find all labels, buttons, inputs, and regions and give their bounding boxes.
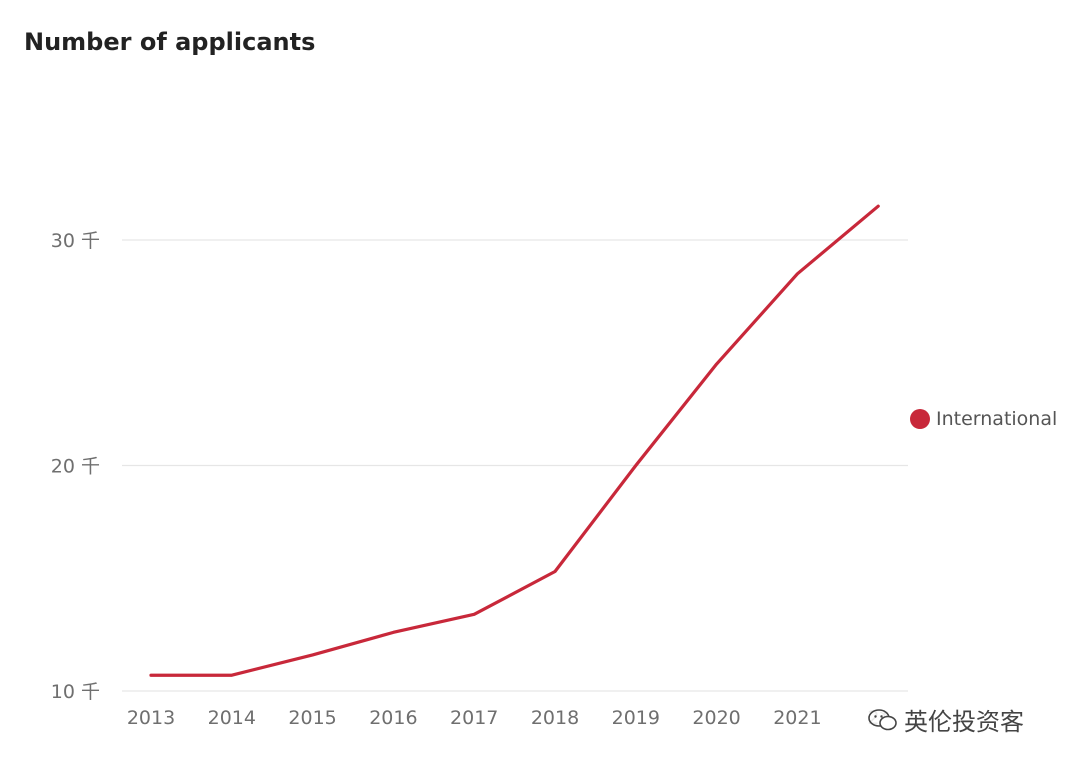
watermark: 英伦投资客 <box>864 700 1028 739</box>
y-tick-label: 10 千 <box>51 681 100 703</box>
x-tick-label: 2013 <box>127 707 175 729</box>
x-tick-label: 2017 <box>450 707 498 729</box>
x-tick-label: 2019 <box>612 707 660 729</box>
x-axis-ticks: 2013201420152016201720182019202020212* <box>127 707 889 729</box>
y-tick-label: 20 千 <box>51 456 100 478</box>
y-tick-label: 30 千 <box>51 230 100 252</box>
x-tick-label: 2020 <box>692 707 740 729</box>
x-tick-label: 2018 <box>531 707 579 729</box>
chart-title: Number of applicants <box>24 28 316 56</box>
grid-lines <box>122 239 908 692</box>
legend: International <box>910 408 1057 430</box>
series-layer <box>149 204 880 677</box>
x-tick-label: 2015 <box>288 707 336 729</box>
y-axis-ticks: 10 千 20 千 30 千 <box>51 230 100 703</box>
x-tick-label: 2021 <box>773 707 821 729</box>
legend-marker <box>910 409 930 429</box>
watermark-text: 英伦投资客 <box>904 708 1024 736</box>
x-tick-label: 2014 <box>208 707 256 729</box>
legend-label: International <box>936 408 1058 430</box>
series-line-international <box>149 204 880 677</box>
x-tick-label: 2016 <box>369 707 417 729</box>
wechat-icon <box>868 708 898 731</box>
